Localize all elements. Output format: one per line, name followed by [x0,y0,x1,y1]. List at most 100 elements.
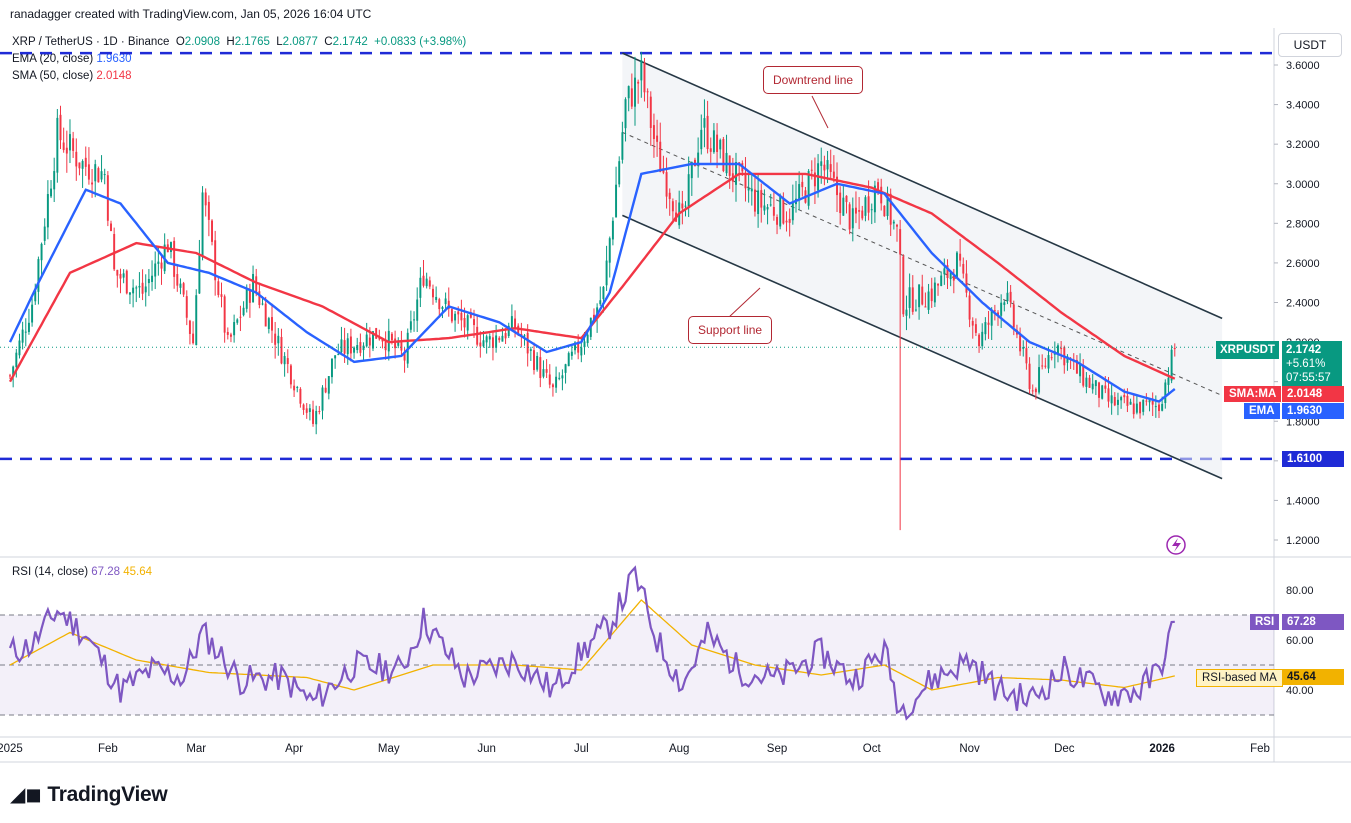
candle-body [864,197,867,216]
time-tick-label: Aug [669,743,689,755]
symbol-title[interactable]: XRP / TetherUS · 1D · Binance [12,36,170,48]
candles [9,51,1176,531]
candle-body [390,333,393,341]
sma-legend-label[interactable]: SMA (50, close) [12,70,94,82]
candle-body [365,334,368,347]
candle-body [1060,348,1063,350]
candle-body [829,164,832,172]
price-tick-label: 3.6000 [1286,60,1320,72]
candle-body [779,195,782,227]
price-tick-label: 2.4000 [1286,298,1320,310]
candle-body [97,168,100,183]
candle-body [788,218,791,223]
rsi-legend-label[interactable]: RSI (14, close) [12,566,89,578]
downtrend-line-annotation[interactable]: Downtrend line [763,66,864,94]
rsi-ma-tag-value: 45.64 [1282,669,1344,685]
candle-body [905,309,908,316]
time-tick-label: Apr [285,743,303,755]
candle-body [577,341,580,353]
close-label: C [324,36,333,48]
candle-body [1003,302,1006,305]
candle-body [668,192,671,199]
price-tag-countdown: 07:55:57 [1286,372,1331,384]
candle-body [955,252,958,279]
ema-legend-label[interactable]: EMA (20, close) [12,53,94,65]
candle-body [602,286,605,300]
candle-body [1142,399,1145,412]
candle-body [807,171,810,206]
candle-body [173,240,176,277]
candle-body [927,291,930,310]
candle-body [946,265,949,279]
candle-body [195,295,198,346]
candle-body [1126,395,1129,406]
candle-body [659,141,662,172]
candle-body [548,374,551,385]
candle-body [498,337,501,341]
candle-body [760,190,763,208]
candle-body [245,288,248,309]
candle-body [1148,400,1151,403]
candle-body [409,321,412,330]
candle-body [59,114,62,141]
candle-body [883,205,886,217]
candle-body [643,62,646,93]
time-tick-label: Feb [1250,743,1270,755]
candle-body [220,294,223,297]
candle-body [204,192,207,206]
candle-body [687,174,690,207]
candle-body [1164,382,1167,403]
candle-body [479,342,482,347]
candle-body [293,385,296,391]
candle-body [400,341,403,351]
candle-body [918,284,921,308]
candle-body [1170,349,1173,381]
candle-body [157,261,160,264]
candle-body [46,194,49,228]
candle-body [425,278,428,287]
last-price-box: 2.1742 +5.61% 07:55:57 [1282,341,1342,387]
currency-button[interactable]: USDT [1278,33,1342,57]
support-line-annotation[interactable]: Support line [688,316,773,344]
candle-body [1113,396,1116,406]
candle-body [37,259,40,292]
candle-body [1088,377,1091,388]
candle-body [242,307,245,316]
tradingview-logo[interactable]: ◢◼ TradingView [10,782,168,807]
price-tag-value: 2.1742 [1286,344,1322,356]
candle-body [823,164,826,171]
candle-body [154,263,157,277]
candle-body [280,336,283,364]
candle-body [125,270,128,294]
candle-body [706,115,709,150]
time-tick-label: Jul [574,743,589,755]
candle-body [665,172,668,197]
candle-body [321,387,324,411]
candle-body [867,196,870,213]
time-tick-label: 2026 [1149,743,1175,755]
candle-body [229,334,232,337]
candle-body [1120,397,1123,401]
candle-body [233,322,236,336]
rsi-legend-value: 67.28 [91,566,121,578]
candle-body [277,335,280,344]
price-tick-label: 2.6000 [1286,258,1320,270]
candle-body [889,193,892,225]
candle-body [1066,356,1069,363]
candle-body [62,142,65,151]
candle-body [1158,404,1160,411]
candle-body [880,186,883,204]
sma-tag-value: 2.0148 [1282,386,1344,402]
candle-body [735,162,737,185]
candle-body [302,404,305,411]
candle-body [993,310,996,312]
candle-body [763,205,766,211]
candle-body [1129,401,1132,405]
candle-body [646,91,649,93]
candle-body [634,77,636,107]
candle-body [507,325,510,336]
candle-body [296,386,299,388]
candle-body [454,313,457,321]
candle-body [397,340,400,346]
